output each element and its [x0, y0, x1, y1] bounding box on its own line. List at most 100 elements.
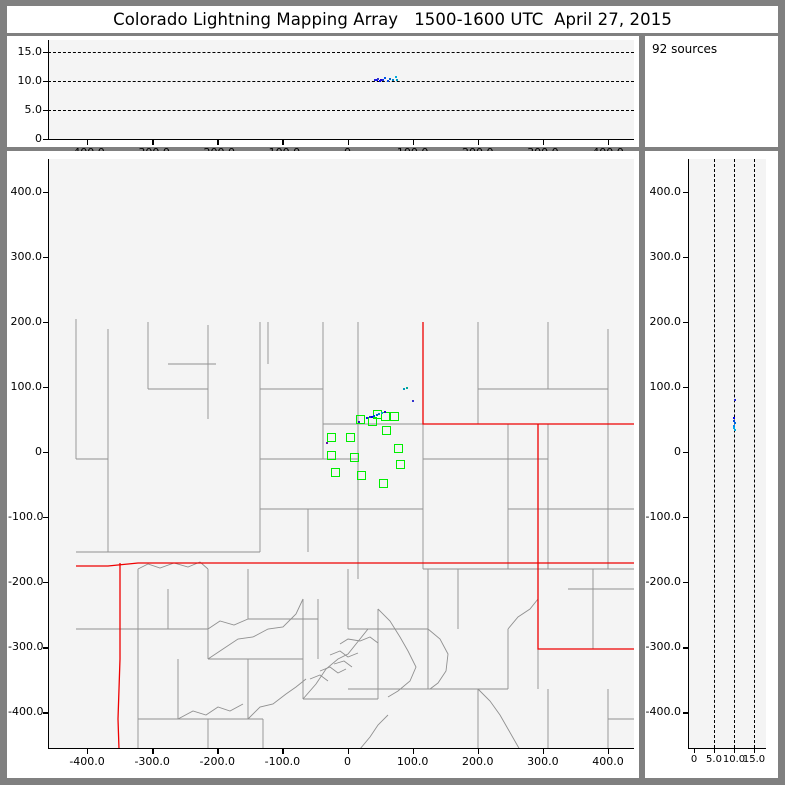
station-marker[interactable] — [357, 470, 367, 480]
x-axis-tick — [217, 748, 219, 754]
county-boundary — [377, 608, 417, 698]
station-marker[interactable] — [327, 433, 337, 443]
y-axis-tick — [683, 191, 688, 193]
y-axis-tick — [683, 451, 688, 454]
county-boundary — [319, 666, 347, 674]
source-point — [386, 79, 389, 82]
station-marker[interactable] — [349, 452, 359, 462]
y-axis-tick — [683, 386, 688, 389]
page-title: Colorado Lightning Mapping Array 1500-16… — [113, 10, 672, 29]
x-axis-tick-label: -400.0 — [69, 755, 105, 768]
x-axis-tick-label: -100.0 — [264, 755, 301, 768]
y-axis-tick — [43, 51, 48, 54]
x-axis-tick — [347, 748, 349, 754]
station-marker[interactable] — [378, 478, 388, 488]
x-axis-tick — [714, 748, 716, 753]
y-axis-tick-label: -300.0 — [8, 640, 44, 654]
x-axis-tick-label: -300.0 — [134, 755, 170, 768]
station-marker[interactable] — [367, 417, 377, 427]
y-axis-tick — [43, 80, 48, 83]
state-boundary — [537, 424, 634, 650]
station-marker[interactable] — [393, 444, 403, 454]
gridline-horizontal — [48, 51, 634, 53]
x-axis-line — [48, 139, 634, 141]
east-projection-panel: 400.0 300.0 200.0 100.0 0 -100.0 -200.0 -300.0 -… — [645, 151, 778, 778]
gridline-vertical — [714, 159, 715, 748]
source-point — [381, 411, 384, 414]
plan-view-plot-area[interactable] — [48, 159, 634, 748]
county-boundary — [207, 618, 249, 630]
x-axis-tick — [412, 139, 414, 145]
source-point — [406, 387, 409, 390]
source-point — [394, 76, 397, 79]
station-marker[interactable] — [331, 468, 341, 478]
source-point — [395, 79, 398, 82]
x-axis-tick — [87, 139, 89, 145]
station-marker[interactable] — [389, 411, 399, 421]
y-axis-tick — [683, 582, 688, 584]
x-axis-tick — [477, 139, 480, 145]
y-axis-tick — [683, 321, 688, 324]
source-point — [733, 427, 736, 430]
y-axis-tick — [43, 712, 48, 714]
y-axis-tick — [43, 386, 48, 389]
county-boundary — [247, 678, 307, 720]
time-height-panel: 05.010.015.0-400.0-300.0-200.0-100.00100… — [7, 36, 639, 159]
y-axis-tick-label: 200.0 — [10, 314, 43, 328]
time-height-plot-area[interactable] — [48, 40, 634, 139]
y-axis-tick-label: -100.0 — [8, 509, 44, 523]
state-boundary — [76, 562, 634, 567]
x-axis-tick — [694, 748, 696, 753]
source-point — [375, 414, 378, 417]
y-axis-tick — [43, 256, 48, 258]
x-axis-tick — [477, 748, 480, 754]
x-axis-tick-label: 100.0 — [396, 755, 429, 768]
gridline-horizontal — [48, 109, 634, 111]
x-axis-tick — [607, 748, 610, 754]
source-point — [383, 410, 386, 413]
source-point — [325, 441, 328, 444]
y-axis-tick-label: -400.0 — [645, 705, 681, 719]
county-boundary — [177, 703, 244, 720]
x-axis-tick — [607, 139, 610, 145]
y-axis-tick — [683, 647, 688, 649]
x-axis-tick — [282, 139, 284, 145]
county-boundary — [360, 714, 389, 748]
y-axis-tick — [683, 516, 688, 519]
source-point — [375, 79, 378, 82]
title-panel: Colorado Lightning Mapping Array 1500-16… — [7, 6, 778, 33]
source-point — [358, 420, 361, 423]
east-projection-plot-area[interactable] — [688, 159, 766, 748]
station-marker[interactable] — [327, 450, 337, 460]
y-axis-tick — [43, 109, 48, 112]
source-point — [368, 416, 371, 419]
x-axis-tick — [152, 748, 154, 754]
x-axis-tick — [542, 748, 545, 754]
gridline-vertical — [734, 159, 735, 748]
source-point — [733, 398, 736, 401]
county-boundary — [207, 598, 304, 660]
x-axis-tick-label: 400.0 — [592, 755, 624, 768]
x-axis-tick-label: 0 — [690, 754, 698, 765]
source-point — [370, 415, 373, 418]
source-point — [392, 78, 395, 81]
x-axis-tick-label: 0 — [344, 755, 351, 768]
x-axis-tick — [734, 748, 736, 753]
station-marker[interactable] — [396, 460, 406, 470]
source-point — [733, 424, 735, 427]
station-marker[interactable] — [346, 433, 356, 443]
source-point — [380, 78, 383, 81]
station-marker[interactable] — [382, 425, 392, 435]
gridline-horizontal — [48, 80, 634, 82]
county-boundary — [477, 688, 520, 748]
source-point — [411, 400, 414, 403]
x-axis-tick — [412, 748, 414, 754]
x-axis-tick — [282, 748, 284, 754]
source-point — [382, 79, 385, 82]
y-axis-tick-label: 400.0 — [10, 184, 43, 198]
station-marker[interactable] — [356, 414, 366, 424]
y-axis-tick — [43, 139, 48, 141]
source-point — [379, 79, 382, 82]
x-axis-tick-label: 15.0 — [742, 754, 766, 765]
